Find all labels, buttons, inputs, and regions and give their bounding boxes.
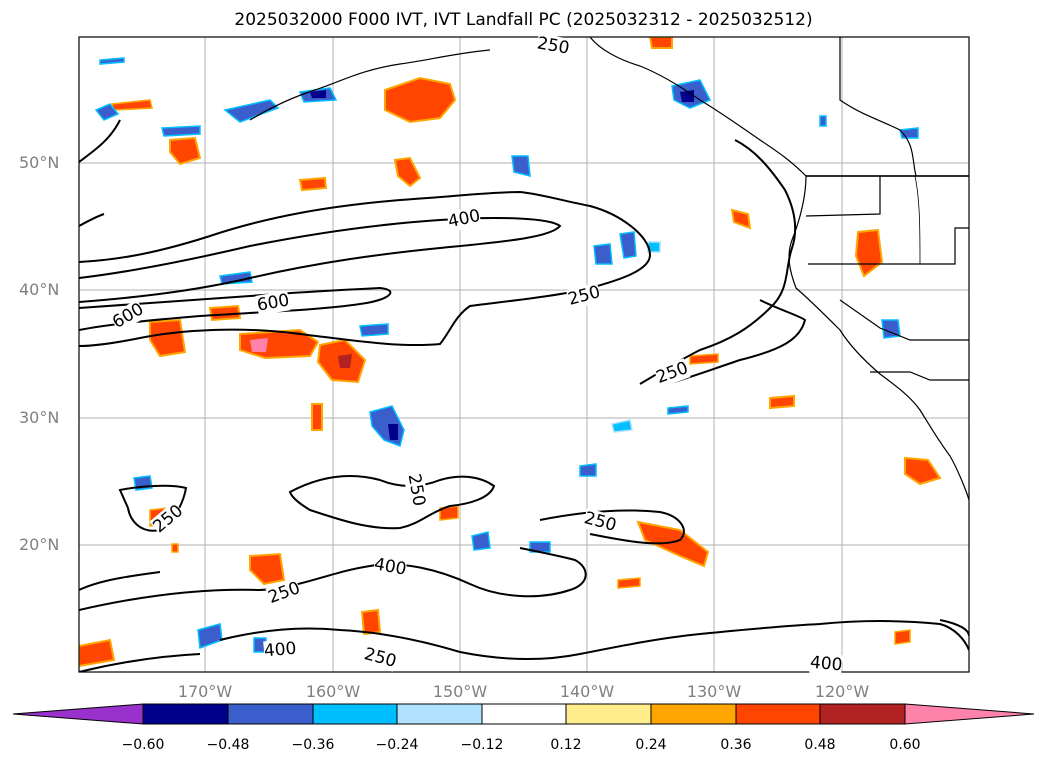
colorbar-segment — [312, 703, 398, 725]
lat-label-30n: 30°N — [19, 408, 60, 427]
negative-anomalies — [94, 57, 919, 653]
colorbar-segment — [650, 703, 737, 725]
lat-label-50n: 50°N — [19, 153, 60, 172]
map-title: 2025032000 F000 IVT, IVT Landfall PC (20… — [234, 10, 813, 30]
lon-label-130w: 130°W — [686, 682, 742, 701]
colorbar-extend-high — [904, 703, 1035, 725]
lon-label-170w: 170°W — [177, 682, 233, 701]
colorbar-tick-label: 0.24 — [635, 737, 667, 753]
colorbar-tick-label: −0.48 — [206, 737, 250, 753]
contour-label: 400 — [809, 652, 844, 676]
ivt-contours — [79, 119, 969, 672]
lat-label-40n: 40°N — [19, 280, 60, 299]
colorbar-segment — [565, 703, 652, 725]
colorbar-tick-label: 0.12 — [550, 737, 582, 753]
gridlines — [79, 37, 969, 672]
lon-label-160w: 160°W — [305, 682, 361, 701]
lat-label-20n: 20°N — [19, 535, 60, 554]
lon-label-120w: 120°W — [814, 682, 870, 701]
coastlines — [249, 37, 969, 501]
colorbar-tick-label: −0.36 — [291, 737, 335, 753]
lon-label-150w: 150°W — [432, 682, 488, 701]
colorbar-segment — [396, 703, 483, 725]
colorbar-segment — [227, 703, 314, 725]
lon-label-140w: 140°W — [559, 682, 615, 701]
colorbar-segment — [819, 703, 906, 725]
colorbar-segment — [142, 703, 229, 725]
colorbar-tick-label: −0.60 — [121, 737, 165, 753]
colorbar-tick-label: −0.12 — [460, 737, 504, 753]
positive-anomalies — [79, 37, 942, 668]
contour-label: 400 — [263, 638, 298, 662]
map-frame — [78, 36, 970, 673]
colorbar-tick-label: 0.48 — [804, 737, 836, 753]
colorbar-tick-label: 0.60 — [889, 737, 921, 753]
colorbar — [12, 703, 1035, 725]
colorbar-segment — [735, 703, 821, 725]
colorbar-tick-label: −0.24 — [375, 737, 419, 753]
colorbar-extend-low — [12, 703, 144, 725]
colorbar-tick-label: 0.36 — [720, 737, 752, 753]
colorbar-segment — [481, 703, 567, 725]
